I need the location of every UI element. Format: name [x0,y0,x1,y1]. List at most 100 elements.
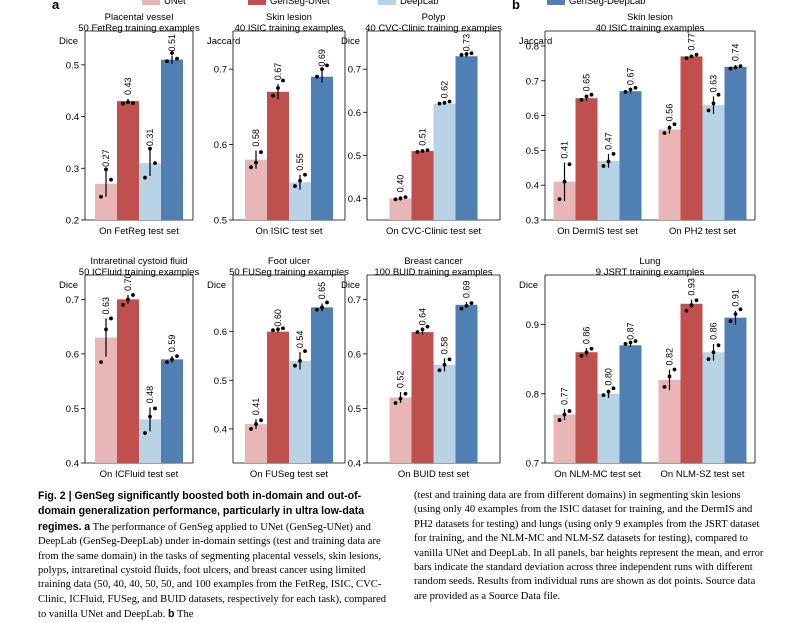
y-tick-label: 0.6 [348,349,361,360]
bar [597,160,620,220]
data-point [403,391,408,396]
data-point [716,92,721,97]
chart-subtitle: 40 CVC-Clinic training examples [365,23,502,34]
x-category-label: On CVC-Clinic test set [386,226,481,237]
y-axis-label: Dice [519,280,538,291]
x-category-label: On FetReg test set [99,226,179,237]
data-point [589,92,594,97]
data-label: 0.69 [462,281,472,299]
data-point [584,94,589,99]
caption-panel-b-label: b [168,608,175,621]
data-point [249,427,253,431]
legend-label: GenSeg-UNet [270,0,330,7]
y-tick-label: 0.5 [214,376,227,387]
data-point [259,418,263,423]
data-label: 0.51 [418,128,428,146]
bar [724,66,747,220]
data-point [315,307,319,312]
chart-subtitle: 50 FUSeg training examples [229,267,349,278]
data-point [557,197,562,202]
data-point [393,401,398,405]
caption-panel-a-label: a [84,520,91,533]
data-label: 0.48 [145,386,155,404]
caption-left: Fig. 2 | GenSeg significantly boosted bo… [38,489,388,623]
data-point [281,78,285,83]
data-point [303,349,307,354]
data-label: 0.56 [665,104,675,122]
y-tick-label: 0.3 [66,164,79,175]
data-point [694,298,699,303]
data-point [562,179,567,184]
data-point [628,87,633,92]
data-point [579,353,584,358]
bar [117,299,139,463]
data-label: 0.60 [273,309,283,327]
bar [139,419,161,463]
data-point [733,312,738,317]
data-point [447,99,452,104]
bar [95,337,117,463]
legend-label: GenSeg-DeepLab [569,0,646,7]
data-point [259,150,263,155]
data-point [628,340,633,345]
data-point [684,56,689,61]
y-tick-label: 0.7 [214,65,227,76]
x-category-label: On FUSeg test set [250,469,329,480]
caption-left-b-text: The [176,609,194,621]
data-point [403,195,408,200]
data-point [325,300,329,305]
caption-right-text: (test and training data are from differe… [414,490,764,602]
data-point [131,293,135,297]
data-point [611,151,616,156]
data-label: 0.27 [101,149,111,167]
data-label: 0.40 [396,175,406,193]
y-tick-label: 0.6 [214,327,227,338]
data-point [623,90,628,94]
data-point [271,93,275,98]
data-label: 0.91 [731,289,741,307]
y-tick-label: 0.5 [66,60,79,71]
data-label: 0.74 [731,44,741,62]
data-point [464,304,469,308]
x-category-label: On BUID test set [398,469,470,480]
data-point [601,164,606,168]
data-point [165,360,169,364]
data-point [459,306,464,311]
data-label: 0.31 [145,129,155,147]
panel-b-label: b [512,0,520,12]
bar [702,352,725,463]
data-point [442,100,447,105]
data-point [633,339,638,344]
bar [161,359,183,463]
data-point [447,357,452,362]
data-point [320,305,324,310]
y-tick-label: 0.6 [348,108,361,119]
data-point [249,165,253,170]
data-point [557,418,562,422]
data-point [694,52,699,57]
data-label: 0.54 [295,331,305,349]
y-tick-label: 0.4 [66,459,79,470]
y-tick-label: 0.5 [526,146,539,157]
chart-title: Intraretinal cystoid fluid [90,256,187,267]
y-tick-label: 0.4 [348,194,361,205]
legend-swatch [248,0,266,5]
data-point [738,307,743,312]
data-label: 0.59 [167,335,177,353]
data-label: 0.86 [582,327,592,345]
y-axis-label: Jaccard [519,36,552,47]
bar [680,56,703,221]
y-tick-label: 0.7 [526,459,539,470]
bar [289,182,311,220]
data-label: 0.67 [626,68,636,86]
data-label: 0.58 [251,129,261,147]
data-point [175,56,179,61]
data-point [393,197,398,202]
y-tick-label: 0.5 [66,404,79,415]
data-point [662,131,667,135]
data-point [689,54,694,59]
caption-left-text: The performance of GenSeg applied to UNe… [38,521,387,621]
data-point [320,67,324,72]
data-point [684,308,689,313]
